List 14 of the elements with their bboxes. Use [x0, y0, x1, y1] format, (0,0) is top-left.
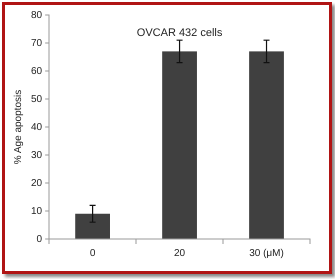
y-tick-label: 60: [31, 66, 43, 77]
y-tick-label: 10: [31, 206, 43, 217]
y-tick-label: 40: [31, 122, 43, 133]
x-tick-label: 30 (μM): [249, 248, 284, 259]
y-tick-label: 80: [31, 10, 43, 21]
x-tick-label: 0: [90, 248, 96, 259]
y-tick-label: 50: [31, 94, 43, 105]
y-tick-label: 0: [36, 234, 43, 245]
text: OVCAR 432 cells: [136, 27, 223, 40]
y-tick-label: 70: [31, 38, 43, 49]
y-tick-label: 30: [31, 150, 43, 161]
y-axis-title: % Age apoptosis: [12, 90, 24, 164]
y-tick-label: 20: [31, 178, 43, 189]
x-tick-label: 20: [174, 248, 186, 259]
